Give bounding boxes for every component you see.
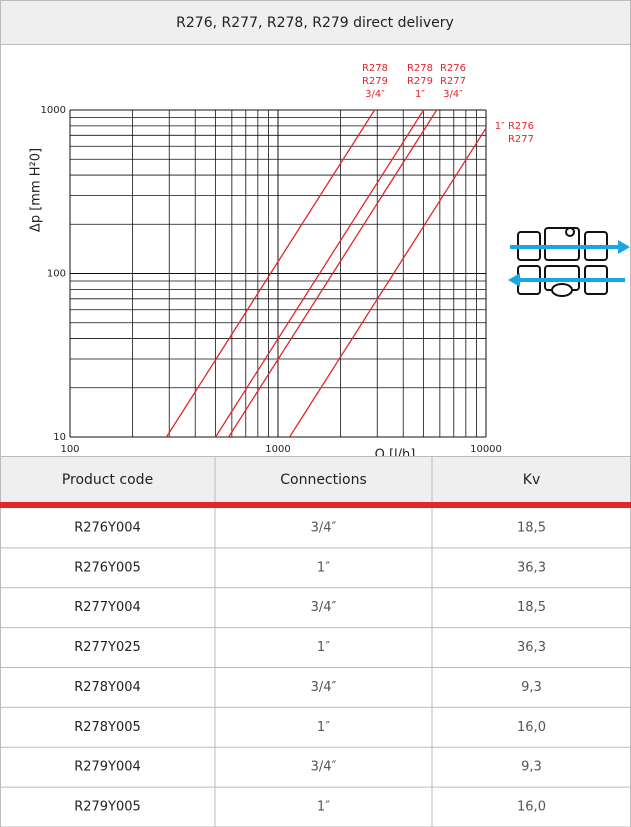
cell: 1″ xyxy=(317,800,330,815)
flow-line xyxy=(215,109,425,437)
cell: 1″ xyxy=(317,720,330,735)
table: Product code Connections Kv R276Y004 3/4″ 18,… xyxy=(0,457,631,827)
cell: 36,3 xyxy=(517,640,546,655)
cell: 3/4″ xyxy=(311,520,337,535)
cell: R276Y005 xyxy=(74,560,141,575)
flow-line xyxy=(289,127,487,437)
flow-line xyxy=(165,109,376,437)
cell: R278Y005 xyxy=(74,720,141,735)
cell: 16,0 xyxy=(517,800,546,815)
cell: 9,3 xyxy=(521,760,542,775)
series-label: 3/4″ xyxy=(365,89,385,100)
series-label: R278 xyxy=(362,63,388,74)
series-label: 3/4″ xyxy=(443,89,463,100)
y-tick-label: 1000 xyxy=(41,105,66,116)
series-label: 1″ R276 xyxy=(495,121,534,132)
x-tick-label: 10000 xyxy=(470,444,502,455)
cell: R278Y004 xyxy=(74,680,141,695)
cell: 9,3 xyxy=(521,680,542,695)
header-rule xyxy=(0,502,631,508)
cell: 18,5 xyxy=(517,600,546,615)
cell: R279Y004 xyxy=(74,760,141,775)
cell: 1″ xyxy=(317,560,330,575)
series-label: R279 xyxy=(362,76,388,87)
x-tick-label: 100 xyxy=(60,444,79,455)
cell: 3/4″ xyxy=(311,600,337,615)
cell: 16,0 xyxy=(517,720,546,735)
series-label: R277 xyxy=(440,76,466,87)
valve-icon xyxy=(508,227,630,297)
y-axis-label: Δp [mm H²0] xyxy=(29,148,44,232)
cell: R279Y005 xyxy=(74,800,141,815)
column-header: Connections xyxy=(280,472,367,488)
flow-line xyxy=(228,109,438,437)
x-tick-label: 1000 xyxy=(265,444,290,455)
plot: 100 1000 10000101001000R278R2793/4″R278R27… xyxy=(41,63,534,455)
table-header xyxy=(0,456,631,503)
title-bar xyxy=(0,0,631,45)
cell: R276Y004 xyxy=(74,520,141,535)
series-label: R276 xyxy=(440,63,466,74)
series-label: R278 xyxy=(407,63,433,74)
column-header: Kv xyxy=(523,472,540,488)
cell: R277Y025 xyxy=(74,640,141,655)
title: R276, R277, R278, R279 direct delivery xyxy=(176,15,454,31)
cell: 3/4″ xyxy=(311,760,337,775)
cell: 3/4″ xyxy=(311,680,337,695)
cell: 36,3 xyxy=(517,560,546,575)
series-label: R279 xyxy=(407,76,433,87)
cell: 1″ xyxy=(317,640,330,655)
series-label: 1″ xyxy=(415,89,425,100)
cell: R277Y004 xyxy=(74,600,141,615)
column-header: Product code xyxy=(62,472,153,488)
series-label: R277 xyxy=(508,134,534,145)
cell: 18,5 xyxy=(517,520,546,535)
y-tick-label: 100 xyxy=(47,269,66,280)
y-tick-label: 10 xyxy=(53,432,66,443)
